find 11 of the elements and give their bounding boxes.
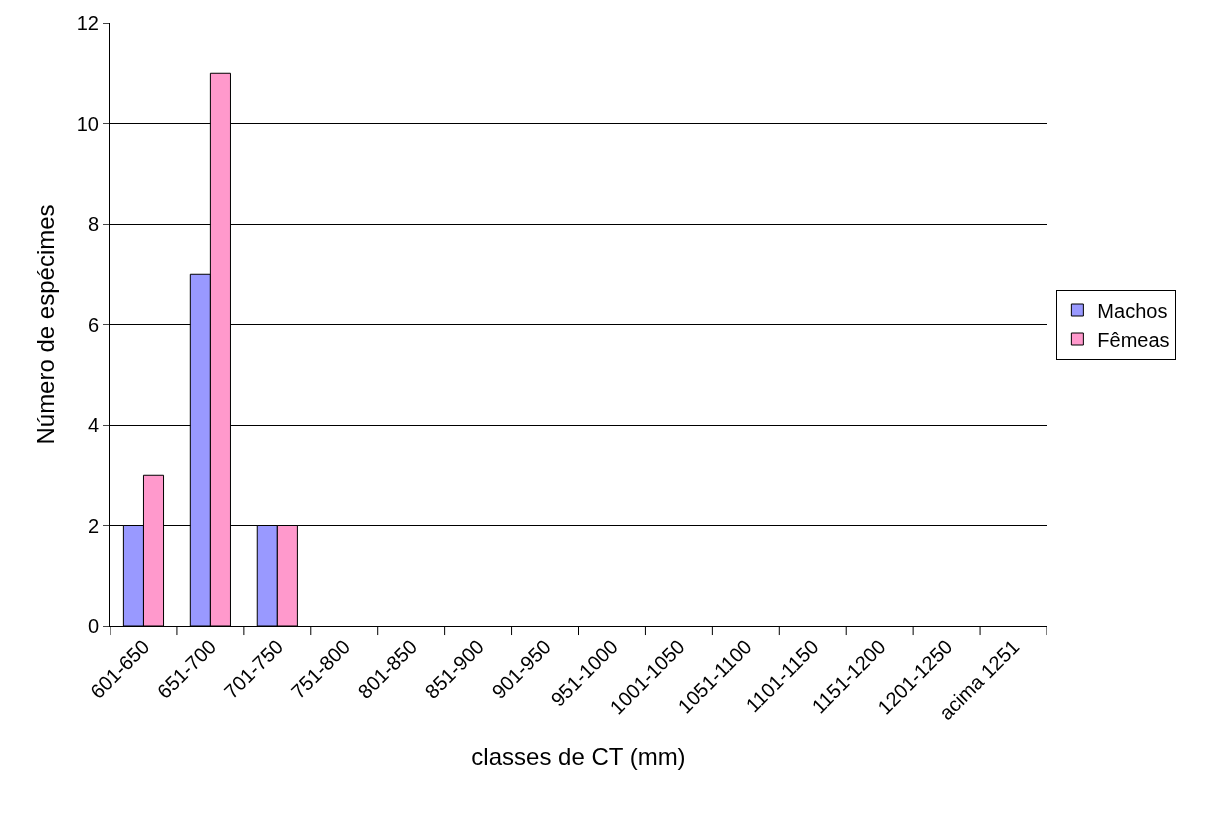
y-tick-label: 8 [87, 213, 99, 235]
y-tick-label: 12 [76, 12, 99, 34]
y-tick-label: 6 [87, 313, 99, 336]
x-axis-title: classes de CT (mm) [471, 743, 686, 771]
y-tick-label: 0 [87, 615, 99, 637]
legend-label: Machos [1097, 299, 1168, 322]
y-tick-label: 10 [76, 112, 99, 135]
y-tick-label: 2 [87, 514, 99, 537]
y-axis-title: Número de espécimes [31, 204, 59, 445]
legend-label: Fêmeas [1097, 328, 1170, 351]
y-tick-label: 4 [87, 414, 99, 436]
